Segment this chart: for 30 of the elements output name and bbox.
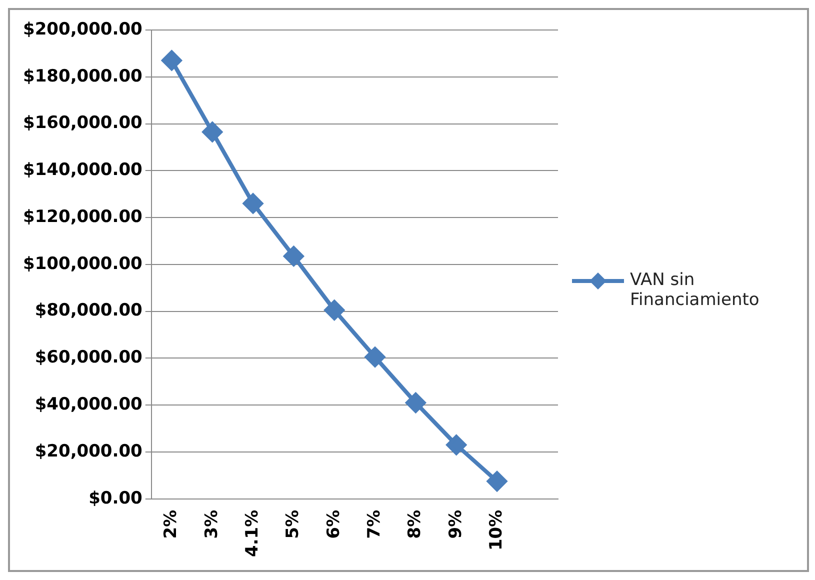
- point: [324, 300, 344, 320]
- x-tick-label: 2%: [161, 510, 182, 539]
- x-tick-label: 6%: [324, 510, 344, 539]
- x-tick-label: 9%: [446, 510, 466, 539]
- legend-label: VAN sin Financiamiento: [630, 270, 760, 310]
- x-tick-label: 8%: [405, 510, 426, 539]
- x-tick-label: 5%: [283, 510, 304, 539]
- y-tick-label: $100,000.00: [23, 254, 143, 274]
- y-tick-label: $0.00: [88, 488, 143, 508]
- point: [365, 347, 386, 368]
- y-tick-label: $60,000.00: [34, 348, 143, 368]
- point: [202, 122, 222, 142]
- point: [284, 246, 304, 266]
- y-tick-label: $160,000.00: [23, 113, 143, 134]
- y-tick-label: $200,000.00: [23, 19, 143, 40]
- x-tick-label: 3%: [202, 510, 222, 539]
- point: [487, 471, 508, 492]
- point: [243, 193, 264, 214]
- y-tick-label: $140,000.00: [23, 160, 143, 180]
- y-tick-label: $40,000.00: [34, 394, 143, 415]
- point: [446, 434, 466, 455]
- x-tick-label: 7%: [364, 510, 384, 539]
- point: [162, 50, 182, 70]
- y-tick-label: $20,000.00: [34, 441, 143, 462]
- y-tick-label: $180,000.00: [23, 66, 143, 86]
- x-tick-label: 10%: [486, 510, 506, 551]
- y-tick-label: $80,000.00: [34, 300, 143, 321]
- x-tick-label: 4.1%: [242, 510, 262, 558]
- point: [406, 392, 426, 413]
- y-tick-label: $120,000.00: [23, 206, 143, 227]
